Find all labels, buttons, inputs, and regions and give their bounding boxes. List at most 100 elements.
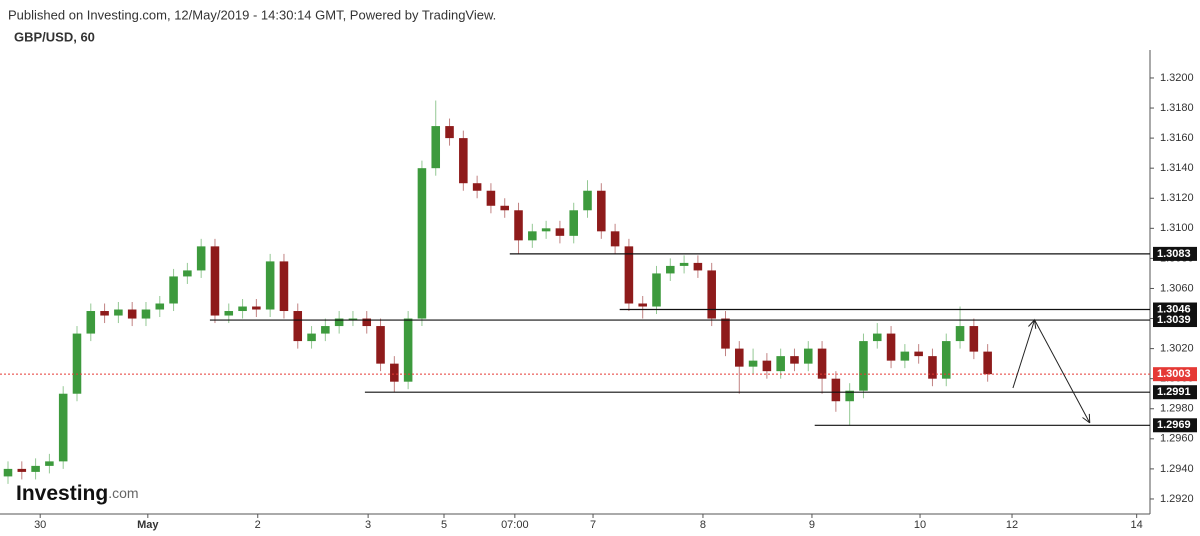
x-tick-label: 14	[1131, 519, 1143, 531]
candle-body	[679, 262, 689, 266]
level-label: 1.2991	[1157, 386, 1191, 398]
candle-body	[114, 309, 123, 316]
candle-body	[776, 356, 785, 372]
y-tick-label: 1.3160	[1160, 132, 1194, 144]
candle-body	[431, 126, 441, 169]
candle-body	[928, 356, 937, 379]
level-tag	[1153, 302, 1197, 317]
candle-body	[279, 261, 289, 312]
symbol: GBP/USD, 60	[14, 29, 95, 44]
candle-body	[817, 348, 827, 379]
level-label: 1.3039	[1157, 314, 1191, 326]
candle-body	[417, 168, 427, 319]
y-tick-label: 1.3200	[1160, 72, 1194, 84]
y-tick-label: 1.3120	[1160, 192, 1194, 204]
y-tick-label: 1.3100	[1160, 222, 1194, 234]
y-tick-label: 1.2920	[1160, 493, 1194, 505]
y-tick-label: 1.3140	[1160, 162, 1194, 174]
y-tick-label: 1.2940	[1160, 463, 1194, 475]
x-tick-label: 9	[809, 519, 815, 531]
level-label: 1.3083	[1157, 248, 1191, 260]
candle-body	[334, 318, 344, 327]
candle-body	[872, 333, 882, 342]
candle-body	[900, 351, 910, 361]
candle-body	[293, 311, 303, 342]
x-tick-label: 5	[441, 519, 447, 531]
candle-body	[597, 190, 606, 232]
level-tag	[1153, 385, 1197, 400]
x-tick-label: 3	[365, 519, 371, 531]
candle-body	[155, 303, 165, 310]
candle-body	[390, 363, 399, 382]
candle-body	[666, 265, 675, 274]
x-tick-label: 12	[1006, 519, 1018, 531]
candle-body	[886, 333, 896, 361]
candle-body	[748, 360, 758, 367]
y-tick-label: 1.2960	[1160, 433, 1194, 445]
y-tick-label: 1.2980	[1160, 403, 1194, 415]
candle-body	[445, 126, 454, 139]
candle-body	[652, 273, 661, 307]
candle-body	[569, 210, 578, 236]
logo: Investing.com	[16, 482, 139, 505]
candle-body	[803, 348, 813, 364]
candle-body	[183, 270, 192, 277]
candle-body	[983, 351, 992, 375]
candle-body	[955, 326, 965, 342]
candle-body	[348, 318, 358, 320]
candle-body	[3, 468, 13, 477]
last-price-tag	[1153, 367, 1197, 382]
level-label: 1.2969	[1157, 419, 1191, 431]
candle-body	[45, 461, 54, 466]
candle-body	[58, 393, 68, 462]
candle-body	[859, 341, 868, 391]
candle-body	[514, 210, 523, 241]
level-label: 1.3046	[1157, 303, 1191, 315]
candle-body	[721, 318, 730, 349]
candle-body	[583, 190, 592, 211]
candle-body	[762, 360, 772, 372]
candle-body	[127, 309, 137, 319]
published-note: Published on Investing.com, 12/May/2019 …	[8, 7, 496, 22]
level-tag	[1153, 313, 1197, 328]
candle-body	[472, 183, 482, 191]
candle-body	[31, 465, 40, 472]
candle-body	[555, 228, 565, 236]
candle-body	[265, 261, 275, 310]
x-tick-label: 8	[700, 519, 706, 531]
forecast-arrow	[1012, 318, 1091, 424]
candle-body	[17, 468, 27, 472]
candle-body	[403, 318, 413, 382]
candle-body	[914, 351, 923, 357]
candle-body	[790, 356, 799, 364]
arrow-head	[1028, 319, 1037, 329]
candle-body	[196, 246, 206, 271]
candle-body	[707, 270, 716, 319]
x-tick-label: 30	[34, 519, 46, 531]
candle-body	[252, 306, 261, 310]
candle-body	[735, 348, 744, 367]
candle-body	[210, 246, 220, 316]
logo-brand: Investing	[16, 482, 108, 505]
candle-body	[169, 276, 178, 304]
candle-body	[541, 228, 551, 232]
candle-body	[845, 390, 854, 402]
logo-suffix: .com	[108, 485, 138, 501]
y-tick-label: 1.3180	[1160, 102, 1194, 114]
candle-body	[941, 341, 951, 379]
last-price-label: 1.3003	[1157, 368, 1191, 380]
candle-body	[638, 303, 647, 307]
candle-body	[72, 333, 82, 394]
arrow-head	[1082, 413, 1091, 424]
x-tick-label: 2	[255, 519, 261, 531]
candle-body	[486, 190, 496, 206]
x-tick-label: 10	[914, 519, 926, 531]
candle-body	[831, 378, 841, 402]
candle-body	[321, 326, 330, 334]
candle-body	[224, 311, 234, 316]
candle-body	[459, 138, 468, 184]
x-tick-label: 7	[590, 519, 596, 531]
level-tag	[1153, 418, 1197, 433]
candle-body	[238, 306, 247, 312]
